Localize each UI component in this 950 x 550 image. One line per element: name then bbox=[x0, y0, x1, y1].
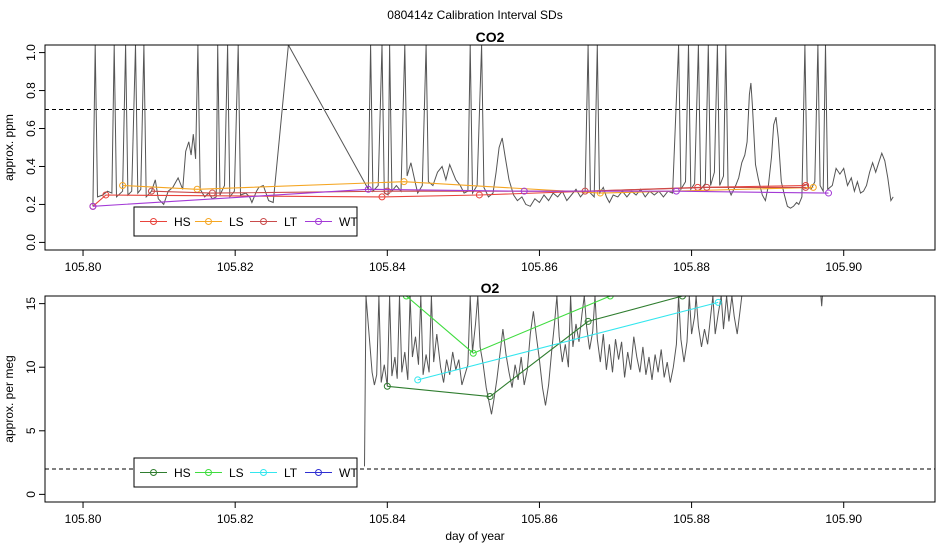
y-axis-label: approx. ppm bbox=[2, 114, 16, 181]
series-line-wt bbox=[92, 188, 829, 207]
legend-marker-wt bbox=[315, 469, 322, 476]
series-point-ls bbox=[400, 178, 408, 186]
legend-label-lt: LT bbox=[284, 466, 298, 480]
y-tick-label: 15 bbox=[24, 297, 38, 311]
y-tick-label: 5 bbox=[24, 427, 38, 434]
data-trace bbox=[364, 296, 823, 467]
series-line-ls bbox=[405, 296, 611, 354]
legend-marker-hs bbox=[150, 218, 157, 225]
x-tick-label: 105.86 bbox=[521, 512, 558, 526]
x-tick-label: 105.88 bbox=[673, 260, 710, 274]
x-tick-label: 105.90 bbox=[825, 512, 862, 526]
legend-label-lt: LT bbox=[284, 215, 298, 229]
x-tick-label: 105.80 bbox=[65, 512, 102, 526]
series-point-ls bbox=[596, 189, 604, 197]
series-point-wt bbox=[672, 187, 680, 195]
legend-marker-lt bbox=[260, 469, 267, 476]
series-point-hs bbox=[383, 382, 391, 390]
legend-marker-hs bbox=[150, 469, 157, 476]
x-tick-label: 105.84 bbox=[369, 260, 406, 274]
x-tick-label: 105.82 bbox=[217, 260, 254, 274]
series-point-wt bbox=[825, 189, 833, 197]
series-point-ls bbox=[119, 181, 127, 189]
x-tick-label: 105.86 bbox=[521, 260, 558, 274]
series-point-wt bbox=[364, 185, 372, 193]
co2-panel: CO2 approx. ppm 105.80 105.82 105.84 105.86 10… bbox=[2, 29, 936, 274]
y-tick-label: 0.6 bbox=[24, 120, 38, 137]
series-point-ls bbox=[469, 349, 477, 357]
legend-marker-wt bbox=[315, 218, 322, 225]
legend-label-wt: WT bbox=[339, 466, 358, 480]
series-point-lt bbox=[714, 298, 722, 306]
x-tick-label: 105.90 bbox=[825, 260, 862, 274]
legend-label-hs: HS bbox=[174, 215, 191, 229]
y-tick-label: 10 bbox=[24, 360, 38, 374]
x-axis-label: day of year bbox=[445, 529, 504, 543]
series-point-hs bbox=[102, 191, 110, 199]
y-tick-label: 0.8 bbox=[24, 82, 38, 99]
y-tick-label: 0.2 bbox=[24, 196, 38, 213]
series-point-lt bbox=[703, 183, 711, 191]
y-tick-label: 0 bbox=[24, 491, 38, 498]
series-line-hs bbox=[387, 296, 683, 398]
x-tick-label: 105.84 bbox=[369, 512, 406, 526]
series-point-wt bbox=[89, 202, 97, 210]
legend-label-ls: LS bbox=[229, 215, 244, 229]
x-tick-label: 105.82 bbox=[217, 512, 254, 526]
plot-frame bbox=[44, 295, 936, 503]
y-axis-label: approx. per meg bbox=[2, 355, 16, 442]
data-trace bbox=[92, 45, 894, 209]
series-point-hs bbox=[486, 392, 494, 400]
series-point-ls bbox=[606, 296, 614, 300]
series-point-ls bbox=[402, 296, 410, 300]
legend-marker-ls bbox=[205, 469, 212, 476]
series-point-hs bbox=[378, 193, 386, 201]
legend-label-hs: HS bbox=[174, 466, 191, 480]
legend: HS LS LT WT bbox=[133, 206, 358, 237]
legend-label-ls: LS bbox=[229, 466, 244, 480]
o2-panel: O2 approx. per meg 105.80 105.82 105.84 105.8… bbox=[2, 280, 936, 526]
y-tick-label: 0.0 bbox=[24, 234, 38, 251]
legend-marker-lt bbox=[260, 218, 267, 225]
y-tick-label: 1.0 bbox=[24, 44, 38, 61]
x-tick-label: 105.88 bbox=[673, 512, 710, 526]
series-point-lt bbox=[208, 189, 216, 197]
legend: HS LS LT WT bbox=[133, 457, 358, 488]
series-point-lt bbox=[802, 183, 810, 191]
series-point-hs bbox=[475, 191, 483, 199]
x-tick-label: 105.80 bbox=[65, 260, 102, 274]
panel-title: CO2 bbox=[476, 29, 505, 45]
y-tick-label: 0.4 bbox=[24, 158, 38, 175]
series-point-lt bbox=[147, 187, 155, 195]
panel-title: O2 bbox=[481, 280, 500, 296]
series-point-ls bbox=[809, 183, 817, 191]
series-point-hs bbox=[802, 181, 810, 189]
series-point-lt bbox=[383, 187, 391, 195]
series-point-lt bbox=[414, 376, 422, 384]
legend-label-wt: WT bbox=[339, 215, 358, 229]
series-line-lt bbox=[417, 301, 719, 381]
plot-frame bbox=[44, 44, 936, 251]
figure-title: 080414z Calibration Interval SDs bbox=[387, 8, 562, 22]
series-point-hs bbox=[584, 317, 592, 325]
series-point-wt bbox=[520, 187, 528, 195]
series-point-hs bbox=[678, 296, 686, 300]
legend-box bbox=[133, 206, 358, 237]
legend-marker-ls bbox=[205, 218, 212, 225]
